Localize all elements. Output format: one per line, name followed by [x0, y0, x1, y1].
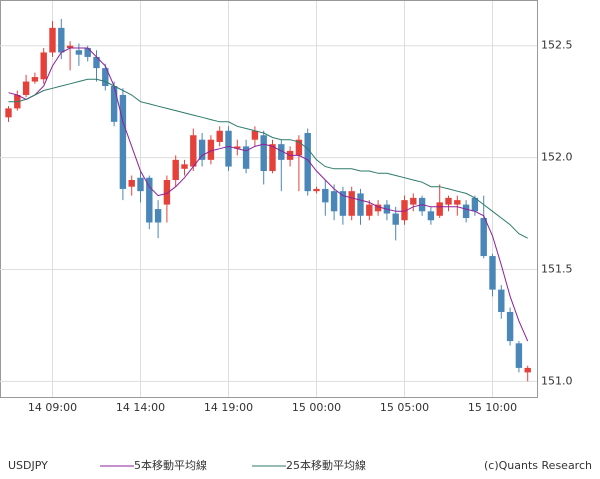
candle-body	[427, 211, 435, 221]
candle-body	[154, 209, 162, 223]
candle-body	[339, 191, 347, 216]
x-tick-label: 14 09:00	[28, 401, 77, 414]
candle-body	[295, 139, 303, 156]
candle-body	[110, 86, 118, 122]
candle-body	[58, 27, 65, 53]
candle-body	[137, 177, 144, 192]
x-tick-label: 15 05:00	[380, 401, 429, 414]
candle-body	[445, 197, 452, 205]
candle-body	[401, 200, 408, 221]
legend-label: 25本移動平均線	[286, 458, 366, 472]
candle-body	[242, 146, 250, 169]
y-tick-label: 151.5	[541, 262, 573, 275]
candle-body	[40, 52, 47, 80]
candle-body	[304, 133, 311, 192]
candle-body	[190, 135, 197, 167]
x-tick-label: 15 00:00	[292, 401, 341, 414]
candle-body	[102, 68, 109, 87]
candle-body	[515, 343, 523, 368]
candle-body	[172, 159, 179, 180]
candle-body	[392, 213, 399, 225]
candle-body	[489, 256, 496, 290]
candle-body	[198, 139, 206, 160]
credit: (c)Quants Research	[484, 459, 592, 472]
y-tick-label: 152.0	[541, 151, 573, 164]
candle-body	[181, 164, 188, 169]
candle-body	[66, 45, 74, 48]
candle-body	[454, 200, 461, 205]
candle-body	[22, 81, 30, 95]
candle-body	[269, 144, 276, 172]
candle-body	[506, 311, 514, 342]
candle-body	[462, 204, 470, 219]
candle-body	[119, 94, 127, 189]
moving-average-line	[8, 78, 528, 239]
y-tick-label: 151.0	[541, 374, 573, 387]
chart-title: USDJPY	[8, 459, 48, 472]
candle-body	[278, 144, 285, 160]
candle-body	[471, 197, 479, 212]
legend-label: 5本移動平均線	[134, 458, 207, 472]
x-tick-label: 14 14:00	[116, 401, 165, 414]
candle-body	[93, 56, 100, 69]
candle-body	[524, 367, 531, 373]
candle-body	[234, 146, 241, 149]
candle-body	[163, 179, 171, 205]
x-tick-label: 15 10:00	[468, 401, 517, 414]
candle-body	[49, 27, 56, 53]
candle-body	[330, 191, 338, 212]
candle-body	[146, 177, 153, 223]
candle-body	[225, 130, 232, 167]
candle-body	[436, 202, 443, 216]
candle-body	[31, 77, 39, 82]
candle-body	[348, 191, 355, 216]
candle-body	[216, 130, 223, 142]
candle-body	[5, 108, 12, 118]
candle-body	[366, 204, 373, 216]
y-tick-label: 152.5	[541, 39, 573, 52]
candle-body	[374, 204, 382, 212]
candle-body	[322, 188, 329, 203]
candle-body	[75, 50, 83, 55]
candle-body	[207, 139, 215, 160]
candle-body	[357, 193, 364, 216]
candle-body	[410, 197, 417, 205]
candle-body	[260, 135, 267, 172]
candle-body	[498, 289, 505, 312]
moving-average-line	[8, 47, 529, 342]
candle-body	[251, 130, 259, 140]
candle-body	[128, 179, 135, 187]
candle-body	[84, 47, 91, 57]
candle-body	[480, 218, 487, 257]
x-tick-label: 14 19:00	[204, 401, 253, 414]
candle-body	[313, 188, 320, 192]
